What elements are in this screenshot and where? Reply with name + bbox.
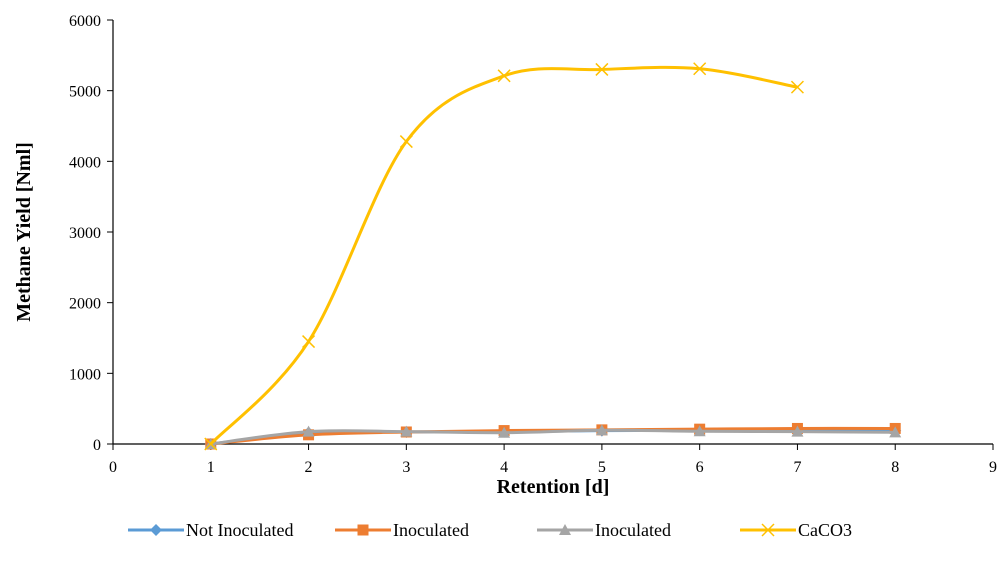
x-tick-label: 3 (402, 459, 410, 476)
y-axis-title: Methane Yield [Nml] (13, 142, 35, 322)
series-inoculated-2 (204, 424, 902, 449)
x-tick-label: 2 (305, 459, 313, 476)
x-tick-label: 5 (598, 459, 606, 476)
legend-item: CaCO3 (740, 520, 852, 540)
x-tick-label: 7 (793, 459, 801, 476)
data-point (302, 425, 315, 437)
marker-stroke (399, 135, 413, 149)
data-point (693, 62, 707, 76)
legend: Not Inoculated Inoculated Inoculated CaCO3 (128, 520, 852, 540)
legend-marker (150, 524, 162, 536)
legend-label: Not Inoculated (186, 520, 293, 540)
legend-label: Inoculated (393, 520, 469, 540)
legend-marker (357, 524, 369, 536)
series-caco3-3 (204, 62, 804, 451)
marker-stroke (790, 80, 804, 94)
y-tick-label: 2000 (69, 296, 101, 313)
legend-label: CaCO3 (798, 520, 852, 540)
legend-label: Inoculated (595, 520, 671, 540)
x-tick-label: 8 (891, 459, 899, 476)
marker-stroke (302, 335, 316, 349)
y-tick-label: 6000 (69, 13, 101, 30)
x-tick-label: 0 (109, 459, 117, 476)
y-tick-label: 3000 (69, 225, 101, 242)
data-point (889, 426, 902, 438)
marker-stroke (595, 62, 609, 76)
series-line (210, 428, 896, 446)
data-point (497, 69, 511, 83)
y-tick-label: 0 (93, 437, 101, 454)
y-tick-label: 5000 (69, 84, 101, 101)
legend-item: Not Inoculated (128, 520, 293, 540)
series-layer (204, 62, 902, 451)
data-point (302, 335, 316, 349)
data-point (791, 425, 804, 437)
marker-stroke (204, 437, 218, 451)
data-point (204, 437, 218, 451)
data-point (595, 424, 608, 436)
marker-stroke (693, 62, 707, 76)
y-tick-label: 1000 (69, 366, 101, 383)
data-point (790, 80, 804, 94)
y-tick-label: 4000 (69, 154, 101, 171)
series-line (209, 65, 798, 446)
data-point (400, 425, 413, 437)
data-point (498, 426, 511, 438)
data-point (693, 425, 706, 437)
x-tick-label: 6 (696, 459, 704, 476)
data-point (399, 135, 413, 149)
marker-stroke (761, 523, 775, 537)
legend-item: Inoculated (537, 520, 671, 540)
axes: 0 1000 2000 3000 4000 5000 6000 0 1 2 3 4 5 6 7 8 9 (69, 13, 997, 476)
x-tick-label: 4 (500, 459, 508, 476)
x-axis-title: Retention [d] (497, 476, 610, 498)
legend-item: Inoculated (335, 520, 469, 540)
marker-stroke (497, 69, 511, 83)
data-point (595, 62, 609, 76)
x-tick-label: 9 (989, 459, 997, 476)
x-tick-label: 1 (207, 459, 215, 476)
legend-marker (761, 523, 775, 537)
legend-marker (559, 524, 571, 535)
